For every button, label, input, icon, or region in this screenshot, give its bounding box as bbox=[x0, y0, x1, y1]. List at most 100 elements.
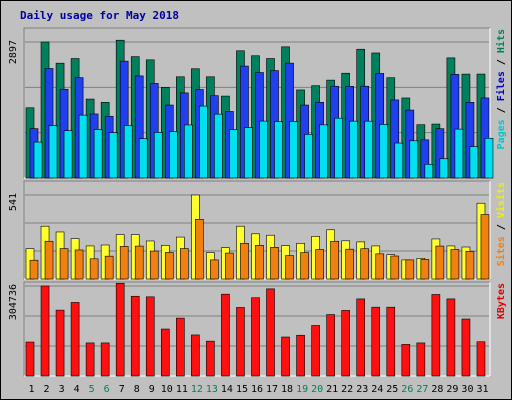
bar-pages-day-21 bbox=[334, 117, 343, 179]
bar-pages-day-24 bbox=[379, 124, 389, 179]
bar-sites-day-8 bbox=[134, 245, 144, 280]
bar-pages-day-22 bbox=[349, 120, 358, 179]
x-tick-label-day-11: 11 bbox=[176, 384, 188, 395]
bar-pages-day-1 bbox=[33, 141, 43, 179]
bar-kbytes-day-3 bbox=[55, 309, 65, 377]
x-tick-label-day-13: 13 bbox=[206, 384, 218, 395]
bar-sites-day-24 bbox=[375, 253, 385, 280]
legend-hits-files-pages: Pages / Files / Hits bbox=[495, 29, 507, 149]
x-tick-label-day-25: 25 bbox=[386, 384, 398, 395]
legend-item: / bbox=[496, 218, 507, 236]
bar-sites-day-13 bbox=[210, 259, 219, 280]
series-kbytes bbox=[25, 282, 486, 377]
bar-pages-day-16 bbox=[259, 120, 268, 179]
bar-pages-day-25 bbox=[394, 142, 404, 179]
x-tick-label-day-12: 12 bbox=[191, 384, 203, 395]
x-tick-label-day-24: 24 bbox=[371, 384, 383, 395]
bar-pages-day-14 bbox=[229, 129, 238, 179]
x-tick-label-day-31: 31 bbox=[476, 384, 488, 395]
bar-kbytes-day-8 bbox=[130, 295, 140, 377]
legend-item: Pages bbox=[496, 119, 507, 149]
x-tick-label-day-9: 9 bbox=[149, 384, 155, 395]
x-tick-label-day-6: 6 bbox=[104, 384, 110, 395]
bar-kbytes-day-24 bbox=[371, 306, 381, 377]
legend-item: Files bbox=[495, 71, 507, 101]
bar-kbytes-day-31 bbox=[476, 341, 486, 377]
bar-pages-day-23 bbox=[364, 120, 374, 179]
bar-pages-day-11 bbox=[184, 124, 193, 179]
bar-pages-day-18 bbox=[289, 121, 298, 179]
x-tick-label-day-28: 28 bbox=[431, 384, 443, 395]
bar-kbytes-day-15 bbox=[236, 307, 245, 377]
legend-kbytes: KBytes bbox=[496, 283, 507, 319]
x-tick-label-day-20: 20 bbox=[311, 384, 323, 395]
bar-sites-day-18 bbox=[285, 255, 294, 280]
bar-sites-day-27 bbox=[420, 259, 430, 280]
x-tick-label-day-10: 10 bbox=[161, 384, 173, 395]
bar-kbytes-day-25 bbox=[386, 306, 396, 377]
legend-visits-sites: Sites / Visits bbox=[495, 182, 507, 266]
series-pages bbox=[33, 105, 494, 179]
bar-pages-day-10 bbox=[168, 131, 178, 179]
bar-kbytes-day-20 bbox=[311, 325, 320, 377]
bar-kbytes-day-1 bbox=[25, 341, 35, 377]
y-max-label: 2897 bbox=[8, 40, 19, 64]
legend-item: Sites bbox=[495, 236, 507, 266]
x-tick-label-day-2: 2 bbox=[44, 384, 50, 395]
bar-pages-day-6 bbox=[108, 132, 118, 179]
x-tick-label-day-26: 26 bbox=[401, 384, 413, 395]
bar-pages-day-28 bbox=[439, 158, 449, 179]
bar-pages-day-3 bbox=[63, 130, 73, 179]
x-tick-label-day-18: 18 bbox=[281, 384, 293, 395]
x-tick-label-day-29: 29 bbox=[446, 384, 458, 395]
bar-pages-day-29 bbox=[454, 128, 464, 179]
legend-item: Visits bbox=[495, 182, 507, 218]
bar-sites-day-25 bbox=[390, 255, 400, 280]
x-tick-label-day-3: 3 bbox=[59, 384, 65, 395]
bar-pages-day-12 bbox=[199, 105, 208, 179]
bar-pages-day-7 bbox=[123, 125, 133, 179]
bar-sites-day-2 bbox=[44, 240, 54, 280]
x-tick-label-day-23: 23 bbox=[356, 384, 368, 395]
bar-kbytes-day-18 bbox=[281, 336, 290, 377]
x-tick-label-day-22: 22 bbox=[341, 384, 353, 395]
bar-sites-day-5 bbox=[89, 258, 99, 280]
legend-item: KBytes bbox=[496, 283, 507, 319]
bar-sites-day-14 bbox=[225, 252, 234, 280]
bar-sites-day-15 bbox=[240, 242, 249, 280]
x-tick-label-day-7: 7 bbox=[119, 384, 125, 395]
x-tick-label-day-30: 30 bbox=[461, 384, 473, 395]
bar-sites-day-4 bbox=[74, 249, 84, 280]
bar-kbytes-day-28 bbox=[431, 294, 441, 377]
bar-sites-day-21 bbox=[330, 240, 339, 280]
bar-sites-day-16 bbox=[255, 245, 264, 280]
bar-kbytes-day-19 bbox=[296, 334, 305, 377]
x-tick-label-day-15: 15 bbox=[236, 384, 248, 395]
bar-pages-day-4 bbox=[78, 114, 88, 179]
bar-pages-day-5 bbox=[93, 129, 103, 179]
x-tick-label-day-16: 16 bbox=[251, 384, 263, 395]
bar-sites-day-1 bbox=[29, 259, 39, 280]
legend-item: Hits bbox=[495, 29, 507, 53]
bar-kbytes-day-17 bbox=[266, 288, 275, 377]
bar-kbytes-day-16 bbox=[251, 297, 260, 377]
bar-sites-day-29 bbox=[450, 249, 460, 280]
bar-kbytes-day-23 bbox=[356, 298, 366, 377]
bar-kbytes-day-14 bbox=[221, 293, 230, 377]
panel-kbytes: 304736 KBytes bbox=[8, 281, 507, 377]
bar-pages-day-17 bbox=[274, 121, 283, 179]
bar-kbytes-day-13 bbox=[206, 340, 215, 377]
bar-sites-day-6 bbox=[104, 255, 114, 280]
bar-pages-day-31 bbox=[484, 137, 494, 179]
bar-kbytes-day-6 bbox=[100, 342, 110, 377]
bar-pages-day-15 bbox=[244, 127, 253, 179]
x-tick-label-day-4: 4 bbox=[74, 384, 80, 395]
bar-sites-day-28 bbox=[435, 245, 445, 280]
bar-kbytes-day-10 bbox=[160, 328, 170, 377]
panel-hits-files-pages: 2897 Pages / Files / Hits bbox=[8, 27, 507, 179]
x-tick-label-day-21: 21 bbox=[326, 384, 338, 395]
x-tick-label-day-27: 27 bbox=[416, 384, 428, 395]
x-tick-label-day-8: 8 bbox=[134, 384, 140, 395]
bar-sites-day-10 bbox=[164, 252, 174, 280]
